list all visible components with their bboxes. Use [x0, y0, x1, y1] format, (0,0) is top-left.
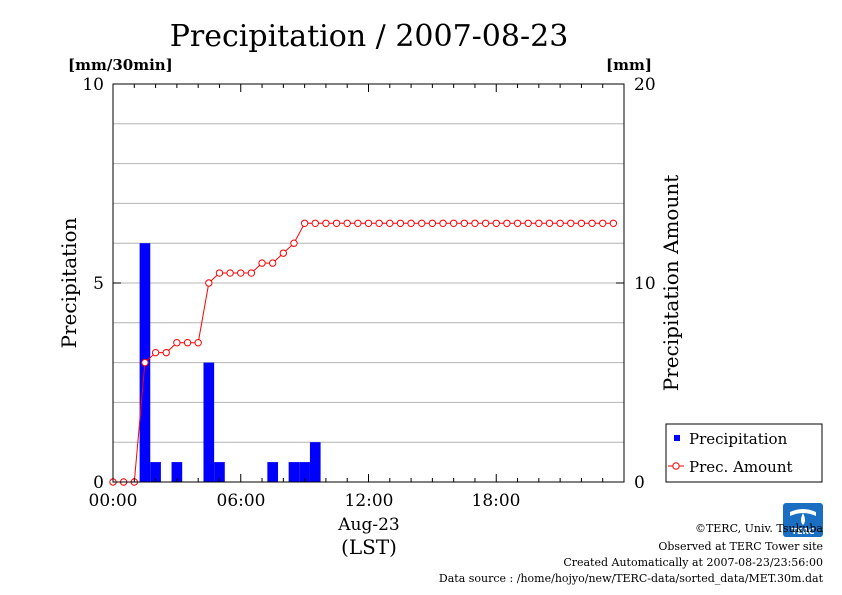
grid-lines — [113, 123, 624, 443]
precipitation-bar — [288, 462, 300, 482]
amount-marker — [215, 269, 224, 277]
amount-marker — [535, 219, 543, 228]
y2-tick-label: 20 — [634, 75, 656, 95]
amount-marker — [354, 219, 362, 228]
precipitation-bar — [267, 462, 279, 482]
amount-marker — [162, 348, 170, 357]
amount-marker — [343, 219, 351, 228]
amount-marker — [247, 269, 256, 277]
amount-marker — [151, 348, 160, 357]
precipitation-bar — [309, 442, 321, 482]
amount-marker — [609, 219, 618, 228]
y-axis-title: Precipitation — [57, 217, 81, 348]
amount-marker — [513, 219, 522, 228]
amount-marker — [503, 219, 511, 228]
amount-marker — [332, 219, 341, 228]
x-tick-label: 00:00 — [89, 491, 138, 511]
legend-box — [665, 423, 823, 483]
amount-marker — [194, 339, 202, 347]
amount-marker — [556, 219, 564, 228]
logo-wave-icon — [790, 509, 816, 516]
precipitation-bar — [299, 462, 310, 482]
precipitation-bar — [214, 462, 225, 482]
precipitation-bar — [203, 362, 215, 482]
amount-marker — [418, 219, 426, 228]
left-axis-unit: [mm/30min] — [68, 56, 173, 74]
y-tick-label: 0 — [93, 473, 104, 493]
amount-marker — [141, 358, 149, 367]
x-tick-label: 12:00 — [345, 491, 394, 511]
right-axis-unit: [mm] — [606, 56, 652, 74]
amount-marker — [268, 259, 277, 267]
amount-marker — [386, 219, 394, 228]
y-tick-label: 5 — [93, 274, 104, 294]
terc-logo: TERC — [783, 503, 823, 537]
logo-text: TERC — [792, 527, 815, 536]
amount-marker — [492, 219, 500, 228]
amount-marker — [481, 219, 490, 228]
credit-source: Data source : /home/hojyo/new/TERC-data/… — [439, 572, 824, 585]
y-tick-label: 10 — [82, 75, 104, 95]
amount-series — [109, 219, 618, 486]
amount-marker — [226, 269, 234, 277]
amount-marker — [311, 219, 319, 228]
x-timezone-label: (LST) — [341, 535, 397, 559]
chart-title: Precipitation / 2007-08-23 — [170, 19, 569, 54]
amount-marker — [364, 219, 373, 228]
amount-marker — [237, 269, 245, 277]
credit-copyright: ©TERC, Univ. Tsukuba — [695, 522, 823, 535]
x-date-label: Aug-23 — [337, 515, 399, 535]
amount-marker — [290, 239, 298, 247]
amount-marker — [396, 219, 405, 228]
precipitation-bar — [171, 462, 183, 482]
amount-marker — [524, 219, 532, 228]
amount-marker — [300, 219, 309, 228]
amount-marker — [471, 219, 479, 228]
amount-marker — [588, 219, 596, 228]
legend-label-amount: Prec. Amount — [689, 458, 793, 476]
credit-created: Created Automatically at 2007-08-23/23:5… — [563, 556, 823, 569]
precipitation-bar — [150, 462, 161, 482]
amount-marker — [258, 259, 266, 267]
logo-drop-icon — [801, 513, 805, 525]
y2-axis-title: Precipitation Amount — [659, 175, 683, 392]
legend-bar-swatch — [674, 435, 680, 441]
legend: Precipitation Prec. Amount — [665, 423, 823, 483]
axis-ticks — [112, 83, 625, 483]
amount-marker — [322, 219, 330, 228]
legend-marker-swatch — [672, 462, 680, 470]
amount-marker — [205, 279, 213, 287]
amount-marker — [183, 339, 192, 347]
x-tick-label: 18:00 — [472, 491, 521, 511]
amount-marker — [577, 219, 586, 228]
credit-site: Observed at TERC Tower site — [658, 540, 823, 553]
amount-marker — [439, 219, 447, 228]
x-tick-label: 06:00 — [217, 491, 266, 511]
amount-marker — [375, 219, 383, 228]
amount-marker — [428, 219, 437, 228]
amount-marker — [545, 219, 554, 228]
amount-marker — [279, 249, 288, 257]
amount-line — [113, 222, 614, 483]
amount-marker — [599, 219, 607, 228]
amount-marker — [567, 219, 575, 228]
y2-tick-label: 10 — [634, 274, 656, 294]
amount-marker — [460, 219, 469, 228]
amount-marker — [449, 219, 458, 228]
legend-label-precipitation: Precipitation — [689, 430, 788, 448]
y2-tick-label: 0 — [634, 473, 645, 493]
amount-marker — [407, 219, 415, 228]
amount-marker — [173, 339, 181, 347]
